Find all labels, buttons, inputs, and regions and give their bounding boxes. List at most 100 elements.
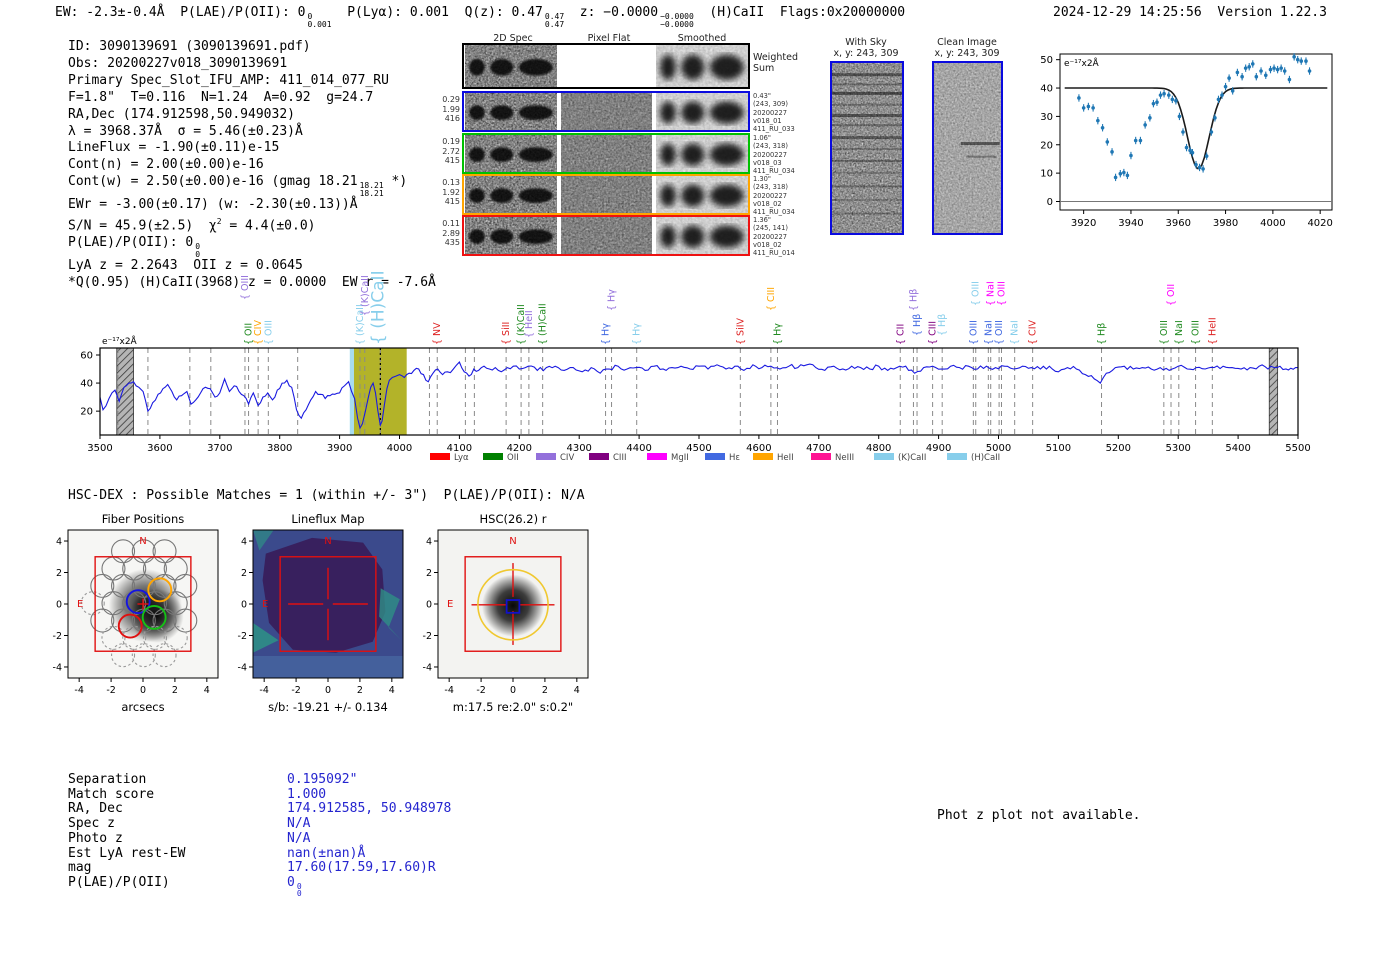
match-table-row: mag 17.60(17.59,17.60)R <box>68 861 451 876</box>
right-label: v018_03 <box>753 158 782 167</box>
y-tick-label: -2 <box>53 631 62 642</box>
scatter-point <box>1184 145 1189 150</box>
scatter-point <box>1125 173 1130 178</box>
match-field-value: nan(±nan)Å <box>287 845 366 861</box>
plot-title: Fiber Positions <box>102 512 185 526</box>
x-tick-label: 3800 <box>267 443 292 454</box>
right-label: (245, 141) <box>753 224 788 233</box>
legend-swatch <box>947 453 967 460</box>
info-line: F=1.8" T=0.116 N=1.24 A=0.92 g=24.7 <box>68 90 436 107</box>
scatter-point <box>1174 99 1178 103</box>
text-segment: Cont(n) = 2.00(±0.00)e-16 <box>68 157 264 173</box>
match-field-value: 174.912585, 50.948978 <box>287 801 452 817</box>
scatter-point <box>1254 74 1259 79</box>
weighted-sum-line: Weighted <box>753 52 798 63</box>
line-marker-label: { OIII <box>1159 320 1170 345</box>
line-marker-label: { Hβ <box>908 289 919 311</box>
spacer <box>1202 5 1218 20</box>
noise-texture <box>832 63 902 233</box>
right-label: 1.30" <box>753 175 771 183</box>
info-line: λ = 3968.37Å σ = 5.46(±0.23)Å <box>68 124 436 141</box>
line-marker-label: { (K)CaII <box>355 304 366 345</box>
hsc-image-plot: -4 -4 -2 -2 0 0 2 2 4 4 HSC(26.2) r N Em:17.5 re:2.0… <box>423 512 589 714</box>
right-label: 411_RU_034 <box>753 167 795 176</box>
y-tick-label: 0 <box>426 600 432 611</box>
line-marker-label: { OIII <box>240 275 251 300</box>
north-label: N <box>324 536 331 547</box>
flat-image <box>561 135 652 172</box>
x-tick-label: 2 <box>172 685 178 696</box>
y-tick-label: 2 <box>426 568 432 579</box>
scatter-point <box>1194 162 1198 167</box>
scatter-point <box>1100 125 1105 130</box>
y-tick-label: -2 <box>238 631 247 642</box>
y-tick-label: 30 <box>1040 112 1053 123</box>
scatter-point <box>1105 140 1110 144</box>
left-label: 416 <box>444 114 460 124</box>
match-field-label: Separation <box>68 772 147 787</box>
left-label: 0.19 <box>442 137 460 146</box>
legend-label: Lyα <box>454 453 469 463</box>
text-segment: *) <box>383 174 408 190</box>
x-tick-label: 3700 <box>207 443 232 454</box>
x-tick-label: 4500 <box>686 443 711 454</box>
trace-blobs <box>660 54 744 80</box>
y-tick-label: 2 <box>241 568 247 579</box>
x-tick-label: -2 <box>476 685 485 696</box>
legend-swatch <box>811 453 831 460</box>
line-marker-label: { NaI <box>1174 320 1185 345</box>
smooth-image <box>656 135 748 172</box>
line-marker-label: { OIII <box>994 320 1005 345</box>
aperture-box <box>94 556 192 652</box>
x-tick-label: 5400 <box>1225 443 1250 454</box>
scatter-point <box>1223 84 1228 89</box>
line-marker-label: { CIV <box>1028 320 1039 345</box>
x-axis-label: arcsecs <box>121 700 164 714</box>
x-tick-label: 0 <box>140 685 146 696</box>
legend-label: CIV <box>560 453 574 463</box>
fiber-circle <box>152 643 177 668</box>
x-tick-label: 2 <box>357 685 363 696</box>
x-tick-label: 0 <box>325 685 331 696</box>
white-image <box>561 45 652 87</box>
lower-limit: −0.0000 <box>660 19 694 29</box>
smooth-image <box>656 176 748 213</box>
trace-blobs <box>469 105 553 121</box>
upper-limit: 18.21 <box>359 181 384 191</box>
row-left-labels: 0.29 1.99 416 <box>436 95 460 124</box>
catalog-position-box <box>505 599 521 614</box>
trace-blobs <box>660 101 744 124</box>
match-table-row: P(LAE)/P(OII) 0 0 0 <box>68 874 451 899</box>
with-sky-coords: x, y: 243, 309 <box>833 48 899 59</box>
y-tick-label: 20 <box>1040 140 1053 151</box>
line-marker-label: { Hγ <box>601 323 612 345</box>
upper-limit: 0 <box>195 242 201 252</box>
scatter-point <box>1143 123 1147 127</box>
masked-region-band <box>1268 347 1279 436</box>
y-tick-label: 0 <box>1047 197 1053 208</box>
x-tick-label: 4900 <box>926 443 951 454</box>
selected-fiber-circle <box>141 604 167 630</box>
scatter-point <box>1158 93 1163 97</box>
scatter-point <box>1197 165 1202 170</box>
line-marker-label: { HeII <box>524 310 535 338</box>
info-line: Cont(w) = 2.50(±0.00)e-16 (gmag 18.21 18.… <box>68 174 436 197</box>
scatter-point <box>1122 170 1126 175</box>
north-label: N <box>139 536 146 547</box>
text-segment: ID: 3090139691 (3090139691.pdf) <box>68 39 311 54</box>
legend-swatch <box>753 453 773 460</box>
line-marker-label: { NaI <box>1010 320 1021 345</box>
text-segment: λ = 3968.37Å σ = 5.46(±0.23)Å <box>68 123 303 139</box>
trace-blobs <box>469 188 553 204</box>
scatter-point <box>1287 77 1292 82</box>
line-marker-label: { NaI <box>983 320 994 345</box>
text-segment: (H)CaII Flags:0x20000000 <box>693 5 906 20</box>
line-marker-label: { (K)CaII <box>360 275 371 316</box>
header-datetime-version: 2024-12-29 14:25:56 Version 1.22.3 <box>1053 5 1327 20</box>
y-tick-label: 2 <box>56 568 62 579</box>
legend-swatch <box>589 453 609 460</box>
y-tick-label: 4 <box>241 537 247 548</box>
lower-limit: 18.21 <box>359 188 384 198</box>
